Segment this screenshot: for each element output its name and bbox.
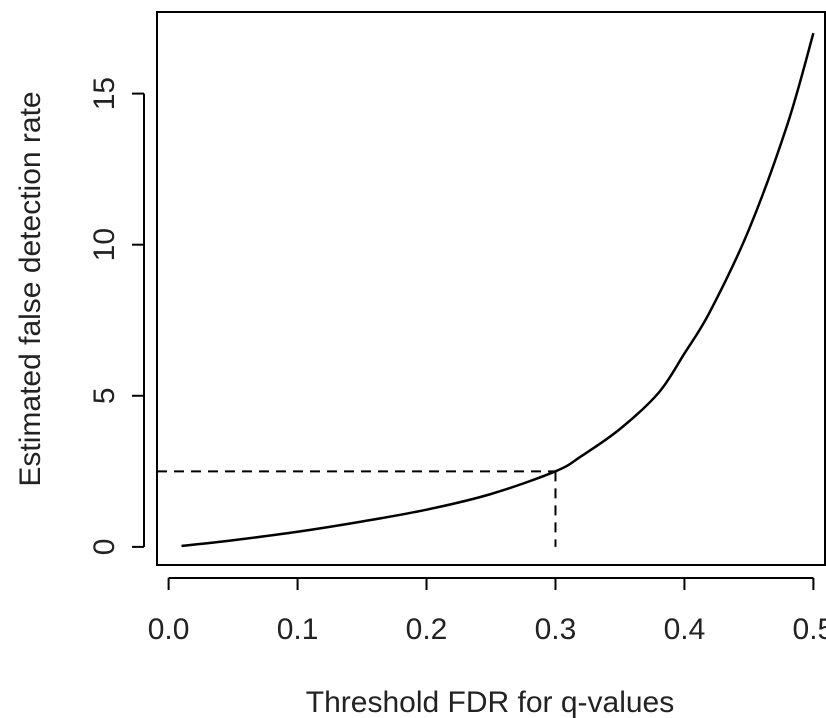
y-tick-label: 5	[88, 387, 121, 404]
series-line	[181, 32, 815, 548]
reference-lines	[157, 470, 557, 547]
y-tick-label: 0	[88, 539, 121, 556]
x-axis-title: Threshold FDR for q-values	[306, 686, 674, 718]
x-tick-label: 0.1	[277, 613, 319, 646]
plot-frame	[156, 11, 826, 566]
x-axis: 0.0 0.1 0.2 0.3 0.4 0.5	[148, 577, 826, 646]
y-tick-label: 10	[88, 228, 121, 261]
series-group	[181, 32, 815, 548]
x-tick-label: 0.4	[664, 613, 706, 646]
x-tick-label: 0.5	[793, 613, 826, 646]
y-axis-title: Estimated false detection rate	[14, 91, 47, 486]
y-axis: 0 5 10 15	[88, 77, 145, 556]
x-tick-label: 0.2	[406, 613, 448, 646]
x-tick-label: 0.3	[535, 613, 577, 646]
y-tick-label: 15	[88, 77, 121, 110]
x-tick-label: 0.0	[148, 613, 190, 646]
